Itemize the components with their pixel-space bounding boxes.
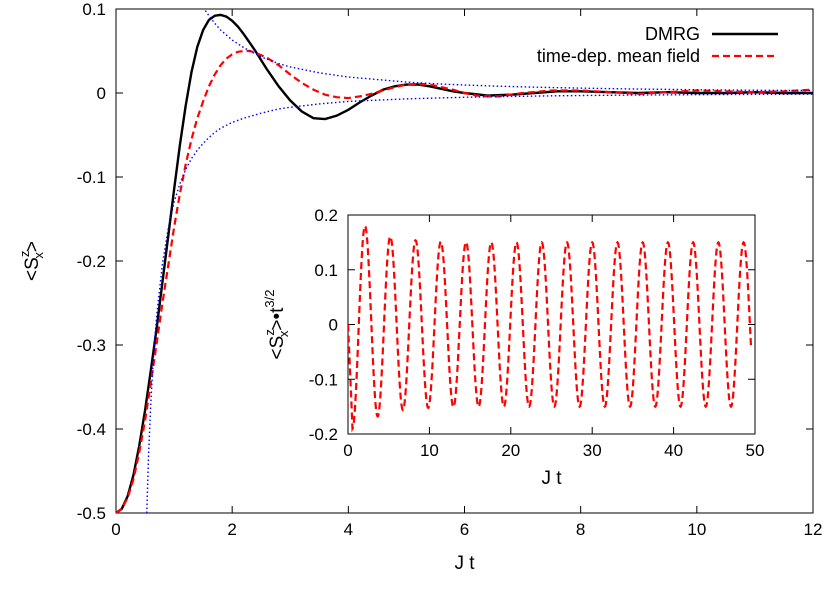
inset-x-tick-label: 40: [664, 441, 683, 460]
inset-chart: 0 10 20 30 40 50 -0.2 -0.1 0 0.1 0.2 J t <Szx>•t3/2: [262, 206, 764, 489]
main-y-tick-label: 0: [97, 84, 106, 103]
main-y-tick-label: -0.1: [77, 168, 106, 187]
main-x-tick-label: 6: [460, 520, 469, 539]
main-x-axis-label: J t: [454, 553, 475, 574]
main-chart: 0 2 4 6 8 10 12 -0.5 -0.4 -0.3 -0.2 -0.1 0 0.1 J t <Szx…: [17, 0, 822, 574]
main-y-tick-label: 0.1: [82, 0, 106, 19]
main-x-tick-label: 8: [576, 520, 585, 539]
main-x-tick-label: 4: [344, 520, 353, 539]
inset-y-tick-label: -0.1: [309, 370, 338, 389]
main-x-tick-label: 12: [804, 520, 823, 539]
main-y-tick-label: -0.3: [77, 336, 106, 355]
main-series-line-0: [116, 13, 813, 513]
inset-series-line-0: [348, 224, 753, 433]
main-series-line-1: [116, 49, 813, 513]
legend-label-0: DMRG: [645, 24, 700, 44]
inset-x-axis-label: J t: [541, 468, 562, 489]
main-y-tick-label: -0.5: [77, 504, 106, 523]
main-x-tick-label: 0: [111, 520, 120, 539]
inset-y-tick-label: -0.2: [309, 425, 338, 444]
main-y-axis-label: <Szx>: [17, 241, 46, 281]
inset-y-tick-label: 0.2: [314, 206, 338, 225]
inset-y-tick-label: 0.1: [314, 261, 338, 280]
main-x-tick-label: 2: [227, 520, 236, 539]
inset-x-tick-label: 20: [501, 441, 520, 460]
inset-y-axis-label: <Szx>•t3/2: [262, 290, 291, 360]
inset-x-tick-label: 0: [343, 441, 352, 460]
inset-x-tick-label: 50: [746, 441, 765, 460]
main-y-tick-label: -0.4: [77, 420, 106, 439]
legend-label-1: time-dep. mean field: [537, 46, 700, 66]
inset-x-tick-label: 30: [583, 441, 602, 460]
main-series-line-3: [203, 9, 813, 92]
main-x-tick-label: 10: [687, 520, 706, 539]
main-y-tick-label: -0.2: [77, 252, 106, 271]
inset-x-tick-label: 10: [420, 441, 439, 460]
inset-y-tick-label: 0: [329, 316, 338, 335]
